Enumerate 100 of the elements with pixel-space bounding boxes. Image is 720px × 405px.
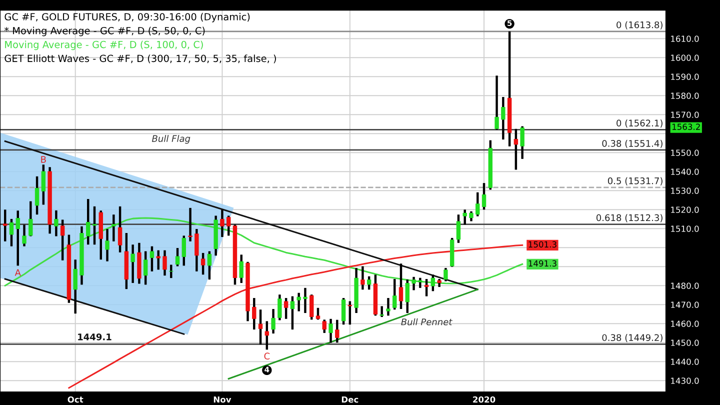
candlestick [278,293,282,322]
candlestick [118,205,122,254]
candlestick [398,262,404,310]
candlestick [328,318,333,344]
candlestick [60,218,65,262]
annotation: Bull Pennet [401,318,452,326]
text: Moving Average - GC #F, D (S, 100, 0, C) [5,40,203,50]
y-tick-label: 1590.0 [671,74,699,80]
candlestick [501,96,506,141]
candlestick [494,74,499,131]
ref-line-label: 0 (1562.1) [616,120,662,128]
candlestick [303,286,308,314]
candlestick [341,296,346,326]
candlestick [156,249,160,271]
candlestick [28,200,33,238]
candlestick [462,208,467,226]
candlestick [386,296,390,317]
candlestick [16,209,20,267]
annotation: Bull Flag [152,134,190,144]
candlestick [310,293,314,321]
candlestick [41,163,46,206]
candlestick [207,250,212,281]
candlestick [335,318,340,344]
ref-line-label: 0 (1613.8) [616,21,662,30]
candlestick [482,182,486,211]
candlestick [175,246,180,268]
candlestick [226,214,231,237]
annotation: * Moving Average - GC #F, D (S, 50, 0, C) [4,26,205,36]
candlestick [271,308,276,335]
candlestick [316,306,320,321]
candlestick [514,128,518,171]
x-tick-label: Dec [342,396,358,403]
y-tick-label: 1530.0 [671,188,699,194]
candlestick [105,228,110,262]
y-tick-label: 1610.0 [671,36,699,42]
candlestick [22,224,26,248]
y-tick-label: 1600.0 [671,54,699,61]
candlestick [405,278,410,314]
candlestick [188,206,192,242]
candlestick [130,243,135,284]
candlestick [194,228,199,272]
y-tick-label: 1430.0 [671,378,699,384]
candlestick [296,292,301,312]
candlestick [380,305,384,318]
ref-line-label: 0.38 (1449.2) [602,334,662,342]
y-tick-label: 1580.0 [671,92,699,99]
y-tick-label: 1460.0 [671,320,699,327]
candlestick [239,254,244,284]
candlestick [284,296,288,320]
candlestick [182,234,186,267]
candlestick [143,250,148,286]
y-tick-label: 1520.0 [671,206,699,213]
candlestick [469,210,474,222]
candlestick [92,205,97,246]
text: 1563.2 [672,124,700,130]
candlestick [392,278,397,311]
ref-line-label: 0.5 (1531.7) [608,177,662,186]
data-label: 1491.3 [528,260,556,267]
candlestick [424,278,429,298]
candlestick [366,275,372,291]
y-tick-label: 1480.0 [671,282,699,289]
candlestick [258,308,263,346]
candlestick [264,320,270,351]
y-tick-label: 1540.0 [671,168,699,175]
candlestick [290,295,295,331]
y-tick-label: 1440.0 [671,358,699,365]
line-series [68,244,524,389]
annotation: GET Elliott Waves - GC #F, D (300, 17, 50, 5, 35, false, ) [4,54,276,64]
candlestick [220,208,224,238]
x-tick-label: Nov [214,396,232,403]
candlestick [200,252,206,276]
y-tick-label: 1470.0 [671,302,699,308]
annotation: B [41,156,46,163]
y-tick-label: 1570.0 [671,112,699,118]
candlestick [456,213,461,244]
candlestick [360,265,365,291]
candlestick [54,209,58,238]
candlestick [34,175,40,216]
candlestick [112,213,116,242]
x-tick-label: Oct [68,396,84,403]
annotation: A [14,269,21,276]
y-tick-label: 1510.0 [671,226,699,232]
ref-line-label: 0.618 (1512.3) [596,214,662,222]
ref-line-label: 0.38 (1551.4) [602,140,662,148]
candlestick [73,258,78,315]
candlestick [3,208,8,242]
candlestick [430,274,436,292]
candlestick [9,218,14,248]
candlestick [86,198,90,246]
candlestick [520,125,524,160]
candlestick [412,276,416,292]
annotation: C [264,352,270,360]
chart-title: GC #F, GOLD FUTURES, D, 09:30-16:00 (Dynamic) [4,12,250,22]
candlestick [476,191,480,218]
line-series [4,217,524,286]
candlestick [322,318,326,334]
candlestick [252,296,256,331]
candlestick [150,245,154,272]
x-tick-label: 2020 [473,396,496,403]
data-label: 1501.3 [528,241,556,248]
